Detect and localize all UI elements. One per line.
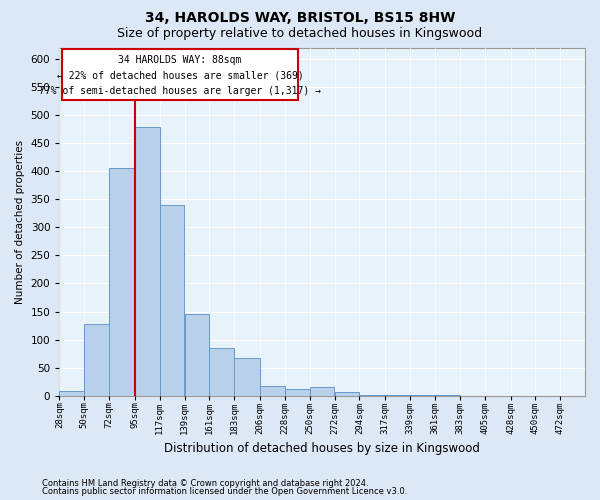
Text: 77% of semi-detached houses are larger (1,317) →: 77% of semi-detached houses are larger (… xyxy=(39,86,321,97)
Text: 34, HAROLDS WAY, BRISTOL, BS15 8HW: 34, HAROLDS WAY, BRISTOL, BS15 8HW xyxy=(145,12,455,26)
Bar xyxy=(359,394,385,396)
Bar xyxy=(209,348,234,396)
Bar xyxy=(59,392,84,396)
Bar xyxy=(135,128,160,396)
Bar xyxy=(185,314,209,396)
FancyBboxPatch shape xyxy=(62,49,298,100)
Bar xyxy=(260,386,285,396)
X-axis label: Distribution of detached houses by size in Kingswood: Distribution of detached houses by size … xyxy=(164,442,480,455)
Text: ← 22% of detached houses are smaller (369): ← 22% of detached houses are smaller (36… xyxy=(56,70,304,81)
Text: Contains public sector information licensed under the Open Government Licence v3: Contains public sector information licen… xyxy=(42,487,407,496)
Bar xyxy=(84,324,109,396)
Text: Contains HM Land Registry data © Crown copyright and database right 2024.: Contains HM Land Registry data © Crown c… xyxy=(42,478,368,488)
Y-axis label: Number of detached properties: Number of detached properties xyxy=(15,140,25,304)
Bar xyxy=(310,388,334,396)
Bar xyxy=(235,358,260,396)
Bar xyxy=(385,394,410,396)
Bar xyxy=(285,389,310,396)
Text: 34 HAROLDS WAY: 88sqm: 34 HAROLDS WAY: 88sqm xyxy=(118,55,242,65)
Bar xyxy=(160,205,184,396)
Bar xyxy=(109,168,135,396)
Text: Size of property relative to detached houses in Kingswood: Size of property relative to detached ho… xyxy=(118,28,482,40)
Bar xyxy=(335,392,359,396)
